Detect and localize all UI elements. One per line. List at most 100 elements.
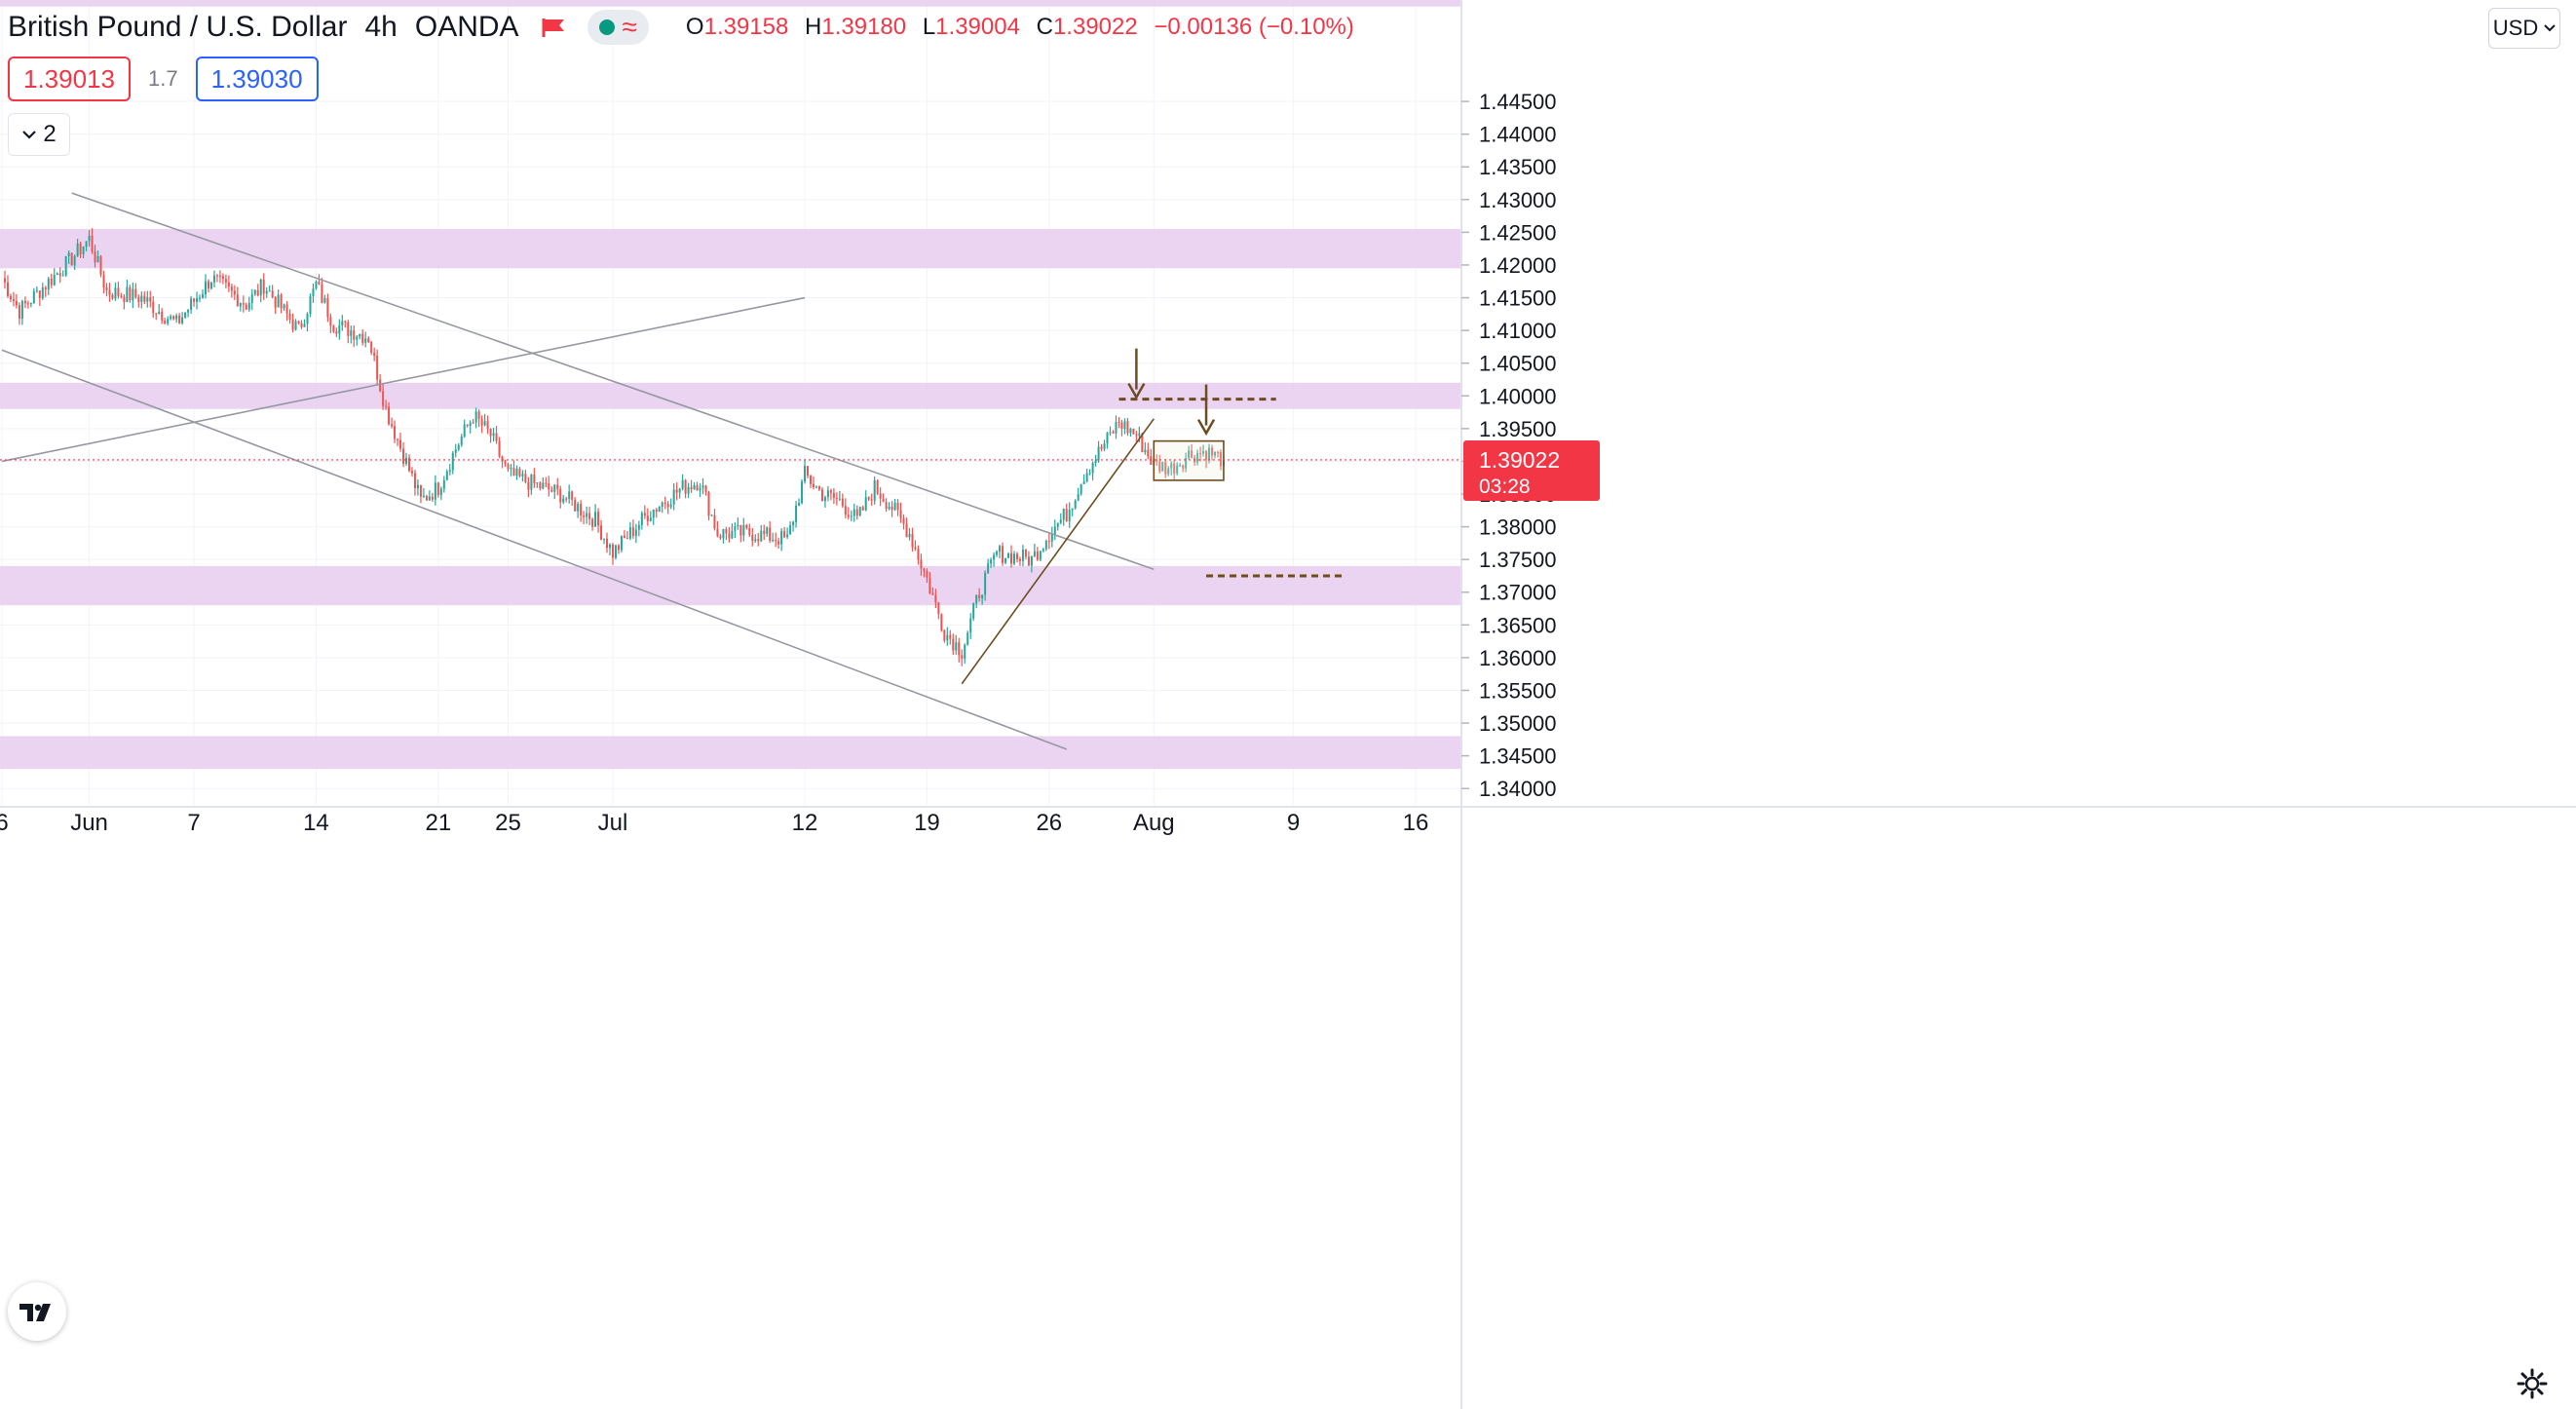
candle bbox=[663, 496, 666, 510]
indicators-collapse-button[interactable]: 2 bbox=[8, 113, 70, 156]
candle bbox=[1126, 417, 1129, 437]
candle bbox=[949, 629, 952, 645]
candle bbox=[984, 570, 987, 601]
y-tick-label: 1.42500 bbox=[1479, 220, 1557, 245]
x-tick-label: 19 bbox=[914, 810, 940, 836]
candle bbox=[882, 493, 885, 503]
candle bbox=[474, 407, 477, 429]
candle bbox=[888, 502, 890, 511]
x-tick-label: 6 bbox=[0, 810, 9, 836]
candle bbox=[512, 460, 515, 476]
sell-price-button[interactable]: 1.39013 bbox=[8, 57, 131, 101]
candle bbox=[852, 503, 855, 522]
candle bbox=[666, 501, 669, 514]
candle bbox=[323, 294, 326, 304]
market-status-pill[interactable]: ≈ bbox=[587, 10, 649, 45]
candle bbox=[1103, 439, 1106, 452]
low-value: 1.39004 bbox=[935, 14, 1020, 40]
candle bbox=[634, 523, 637, 544]
y-tick-label: 1.38000 bbox=[1479, 515, 1557, 540]
trendline bbox=[71, 192, 1155, 570]
candle bbox=[53, 268, 56, 286]
candle bbox=[291, 313, 294, 333]
y-tick-label: 1.44000 bbox=[1479, 123, 1557, 147]
symbol-header: British Pound / U.S. Dollar 4h OANDA ≈ O… bbox=[8, 4, 1354, 51]
market-open-dot-icon bbox=[598, 19, 615, 35]
candle bbox=[15, 293, 18, 309]
candle bbox=[908, 527, 911, 541]
candle bbox=[132, 282, 134, 309]
symbol-name[interactable]: British Pound / U.S. Dollar bbox=[8, 11, 348, 43]
candle bbox=[1091, 461, 1094, 480]
candle bbox=[760, 524, 763, 543]
candle bbox=[687, 482, 690, 499]
candle bbox=[108, 283, 111, 302]
candle bbox=[167, 316, 170, 325]
candle bbox=[1167, 466, 1170, 476]
candle bbox=[745, 523, 748, 530]
candle bbox=[1021, 545, 1024, 567]
candle bbox=[190, 295, 193, 315]
gear-icon[interactable] bbox=[2516, 1367, 2549, 1400]
y-tick-label: 1.42000 bbox=[1479, 253, 1557, 278]
candle bbox=[835, 492, 838, 506]
candle bbox=[12, 291, 15, 307]
candle bbox=[91, 228, 94, 254]
candle bbox=[111, 292, 114, 300]
candle bbox=[457, 442, 460, 452]
candle bbox=[937, 601, 940, 620]
y-tick-label: 1.39500 bbox=[1479, 417, 1557, 441]
price-zone bbox=[0, 382, 1461, 409]
down-arrow-icon bbox=[1196, 384, 1216, 437]
candle bbox=[338, 319, 341, 340]
candle bbox=[559, 485, 562, 509]
candle bbox=[757, 533, 760, 547]
candle bbox=[1120, 419, 1123, 437]
candle bbox=[32, 287, 35, 304]
candle bbox=[734, 522, 737, 539]
candle bbox=[1044, 539, 1047, 552]
flag-icon[interactable] bbox=[541, 17, 566, 38]
candle bbox=[277, 289, 280, 308]
candle bbox=[288, 309, 291, 324]
candle bbox=[85, 241, 88, 251]
candle bbox=[88, 230, 91, 248]
candle bbox=[1176, 462, 1179, 476]
candle bbox=[858, 506, 861, 516]
y-tick-label: 1.37000 bbox=[1479, 581, 1557, 605]
candle bbox=[422, 488, 425, 499]
candle bbox=[542, 477, 545, 490]
candle bbox=[181, 312, 184, 325]
candle bbox=[981, 594, 984, 605]
candle bbox=[367, 336, 370, 344]
candle bbox=[975, 594, 978, 609]
candle bbox=[67, 250, 70, 265]
candle bbox=[693, 481, 696, 490]
candle bbox=[713, 509, 716, 531]
candle bbox=[574, 497, 577, 512]
y-tick-label: 1.44500 bbox=[1479, 90, 1557, 114]
candle bbox=[728, 526, 731, 543]
currency-button[interactable]: USD bbox=[2488, 8, 2560, 49]
interval-label[interactable]: 4h bbox=[364, 11, 398, 43]
candle bbox=[397, 438, 399, 446]
candle bbox=[766, 526, 769, 537]
buy-price-button[interactable]: 1.39030 bbox=[195, 57, 319, 101]
candle bbox=[1042, 548, 1044, 552]
candle bbox=[18, 302, 20, 325]
candle bbox=[623, 530, 625, 539]
candle bbox=[1065, 503, 1068, 522]
y-tick-label: 1.37500 bbox=[1479, 548, 1557, 572]
x-tick-label: 9 bbox=[1287, 810, 1300, 836]
candle bbox=[952, 633, 955, 656]
candle bbox=[507, 462, 510, 473]
candle bbox=[315, 280, 318, 290]
candle bbox=[184, 312, 187, 320]
ohlc-values: O1.39158 H1.39180 L1.39004 C1.39022 −0.0… bbox=[685, 14, 1354, 40]
candle bbox=[1068, 502, 1071, 528]
candle bbox=[6, 275, 9, 298]
tradingview-logo-icon[interactable] bbox=[8, 1282, 66, 1341]
x-tick-label: Aug bbox=[1133, 810, 1175, 836]
